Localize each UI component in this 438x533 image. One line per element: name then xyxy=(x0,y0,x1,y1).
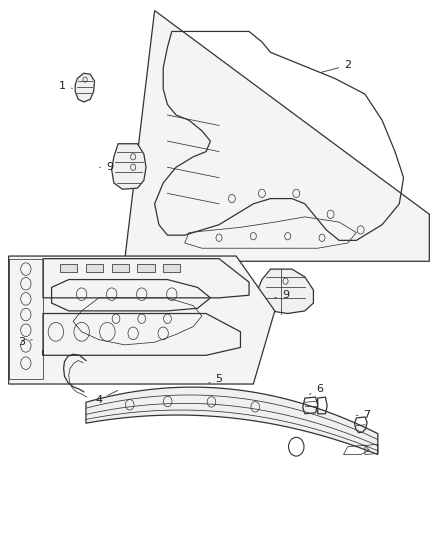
Text: 6: 6 xyxy=(309,384,323,394)
Polygon shape xyxy=(60,264,78,272)
Polygon shape xyxy=(138,264,155,272)
Text: 5: 5 xyxy=(208,374,223,384)
Polygon shape xyxy=(86,264,103,272)
Text: 4: 4 xyxy=(95,391,118,405)
Polygon shape xyxy=(86,387,378,455)
Polygon shape xyxy=(112,264,129,272)
Text: 2: 2 xyxy=(321,60,351,72)
Polygon shape xyxy=(258,269,314,313)
Polygon shape xyxy=(75,73,95,102)
Polygon shape xyxy=(163,264,180,272)
Text: 9: 9 xyxy=(275,290,289,300)
Text: 9: 9 xyxy=(99,162,113,172)
Text: 3: 3 xyxy=(18,337,32,347)
Polygon shape xyxy=(124,11,429,261)
Text: 1: 1 xyxy=(59,82,72,91)
Text: 7: 7 xyxy=(357,410,371,421)
Polygon shape xyxy=(112,144,146,189)
Polygon shape xyxy=(9,256,275,384)
